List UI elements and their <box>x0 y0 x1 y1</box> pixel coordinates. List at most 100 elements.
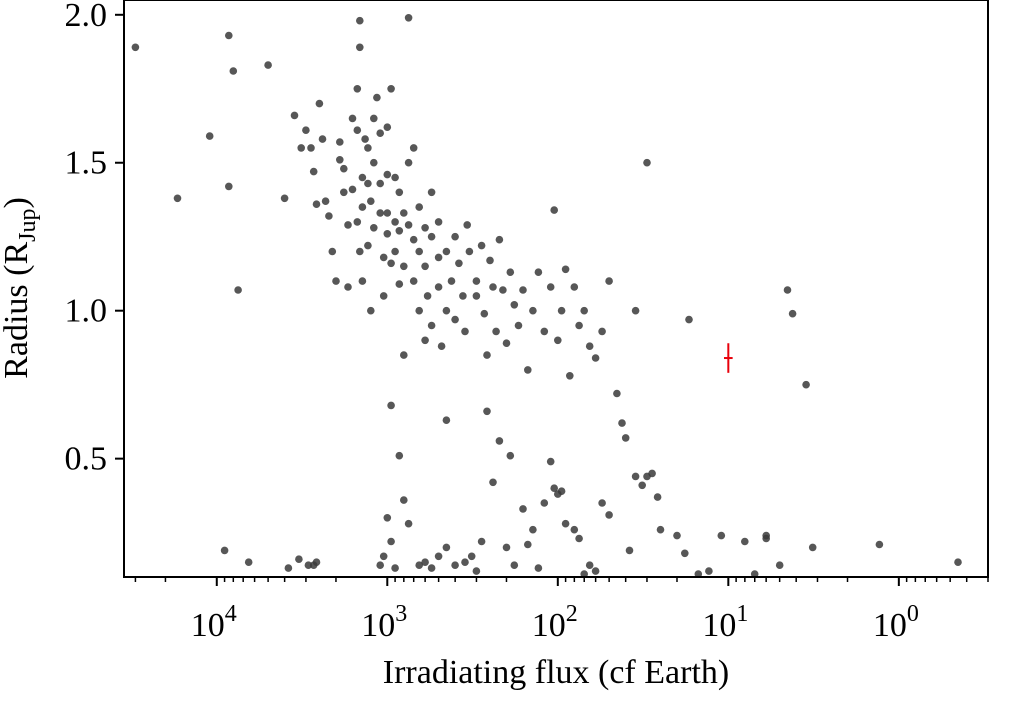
data-point <box>510 561 519 569</box>
data-point <box>387 259 395 268</box>
data-point <box>427 232 436 241</box>
data-point <box>404 158 413 167</box>
data-point <box>524 366 532 374</box>
highlighted-point <box>724 343 733 373</box>
data-point <box>483 407 491 416</box>
x-tick-label: 103 <box>361 601 407 644</box>
data-point <box>534 268 543 277</box>
data-point <box>225 182 233 191</box>
data-point <box>336 156 344 164</box>
data-point <box>353 126 362 134</box>
data-point <box>400 209 408 217</box>
data-point <box>340 188 348 197</box>
data-point <box>367 306 375 315</box>
data-point <box>409 235 418 244</box>
data-point <box>290 111 299 120</box>
data-point <box>356 16 364 25</box>
data-point <box>442 247 451 256</box>
data-point <box>451 561 459 569</box>
data-point <box>348 185 357 194</box>
data-point <box>483 351 491 359</box>
data-point <box>618 419 626 427</box>
data-point <box>459 292 467 300</box>
data-point <box>447 277 456 285</box>
data-point <box>467 552 476 561</box>
data-point <box>502 339 511 348</box>
data-point <box>415 247 424 256</box>
data-point <box>472 292 481 300</box>
data-point <box>506 268 515 277</box>
data-point <box>575 534 583 543</box>
data-point <box>370 114 378 123</box>
data-point <box>472 567 481 575</box>
data-point <box>492 327 500 336</box>
x-axis-major-ticks: 104 103 102 101 100 <box>191 577 919 644</box>
data-point <box>580 570 588 578</box>
data-point <box>495 235 504 244</box>
data-point <box>309 561 318 569</box>
data-point <box>321 197 330 205</box>
data-point <box>264 61 272 69</box>
data-point <box>625 546 634 555</box>
data-point <box>373 93 381 102</box>
data-point <box>442 416 451 425</box>
data-point <box>391 247 399 256</box>
data-point <box>694 570 703 578</box>
y-axis-title-main: Radius (R <box>0 242 35 379</box>
data-point <box>788 309 797 318</box>
data-point <box>395 227 404 235</box>
data-point <box>280 194 289 203</box>
data-point <box>356 247 364 256</box>
data-point <box>656 525 665 534</box>
data-point <box>529 306 537 315</box>
data-point <box>775 561 784 569</box>
data-point <box>358 203 367 211</box>
data-point <box>353 218 362 226</box>
data-point <box>486 256 494 265</box>
data-point <box>234 286 242 294</box>
data-point <box>391 173 399 182</box>
data-point <box>480 309 489 318</box>
data-point <box>741 537 749 546</box>
data-point <box>220 546 229 555</box>
data-point <box>367 197 375 205</box>
data-point <box>387 537 395 546</box>
data-point <box>472 277 481 285</box>
data-point <box>400 351 408 359</box>
data-point <box>875 540 884 549</box>
data-point <box>524 540 532 549</box>
data-point <box>370 224 378 232</box>
data-point <box>519 286 527 294</box>
data-point <box>307 144 315 152</box>
data-point <box>356 43 364 52</box>
data-point <box>325 212 333 220</box>
data-point <box>421 558 429 566</box>
data-point <box>387 401 395 410</box>
data-point <box>461 558 469 566</box>
x-axis-minor-ticks <box>134 577 989 582</box>
data-point <box>561 519 570 528</box>
data-point <box>461 327 469 336</box>
y-tick-label: 1.5 <box>65 145 108 182</box>
data-point <box>173 194 182 203</box>
data-point <box>477 241 486 250</box>
data-point <box>540 327 549 336</box>
data-point <box>415 203 424 211</box>
data-point <box>802 380 810 389</box>
data-point <box>648 469 656 478</box>
data-point <box>312 200 321 208</box>
data-point <box>400 262 408 271</box>
data-point <box>570 525 579 534</box>
data-point <box>304 561 313 569</box>
data-point <box>415 306 424 315</box>
y-axis-title-close: ) <box>0 197 35 208</box>
data-point <box>423 292 432 300</box>
data-point <box>379 292 388 300</box>
data-point <box>514 321 523 330</box>
data-point <box>404 519 413 528</box>
data-point <box>427 564 436 572</box>
data-point <box>400 496 408 504</box>
data-point <box>348 114 357 123</box>
data-point <box>340 164 348 173</box>
y-axis-ticks: 0.5 1.0 1.5 2.0 <box>65 0 124 478</box>
